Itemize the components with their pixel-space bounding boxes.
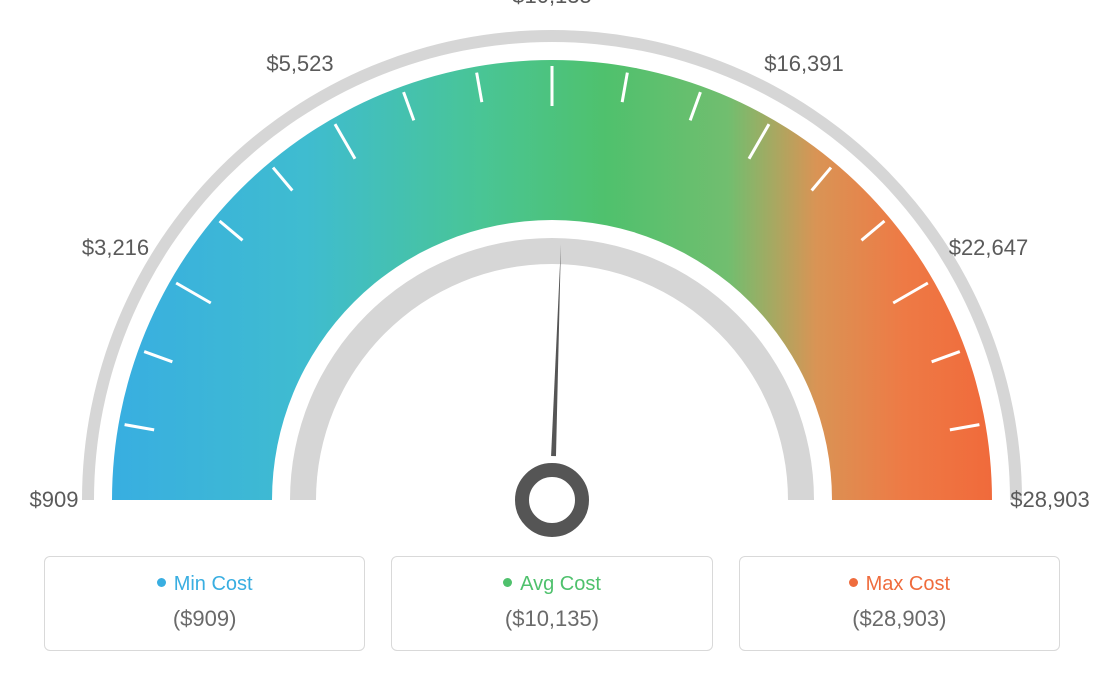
gauge-tick-label: $28,903 (1010, 487, 1090, 513)
gauge-tick-label: $3,216 (82, 235, 149, 261)
summary-cards: Min Cost ($909) Avg Cost ($10,135) Max C… (44, 556, 1060, 651)
max-cost-card: Max Cost ($28,903) (739, 556, 1060, 651)
min-cost-title: Min Cost (55, 573, 354, 596)
avg-cost-value: ($10,135) (402, 606, 701, 632)
gauge-svg (0, 0, 1104, 540)
gauge-tick-label: $10,135 (512, 0, 592, 9)
max-cost-label: Max Cost (866, 573, 950, 595)
dot-icon (503, 578, 512, 587)
min-cost-value: ($909) (55, 606, 354, 632)
max-cost-title: Max Cost (750, 573, 1049, 596)
max-cost-value: ($28,903) (750, 606, 1049, 632)
avg-cost-title: Avg Cost (402, 573, 701, 596)
gauge-tick-label: $5,523 (266, 51, 333, 77)
min-cost-label: Min Cost (174, 573, 253, 595)
gauge-chart: $909 $3,216 $5,523 $10,135 $16,391 $22,647 $28… (0, 0, 1104, 540)
avg-cost-label: Avg Cost (520, 573, 601, 595)
avg-cost-card: Avg Cost ($10,135) (391, 556, 712, 651)
gauge-tick-label: $22,647 (949, 235, 1029, 261)
gauge-tick-label: $909 (30, 487, 79, 513)
dot-icon (849, 578, 858, 587)
min-cost-card: Min Cost ($909) (44, 556, 365, 651)
dot-icon (157, 578, 166, 587)
gauge-tick-label: $16,391 (764, 51, 844, 77)
